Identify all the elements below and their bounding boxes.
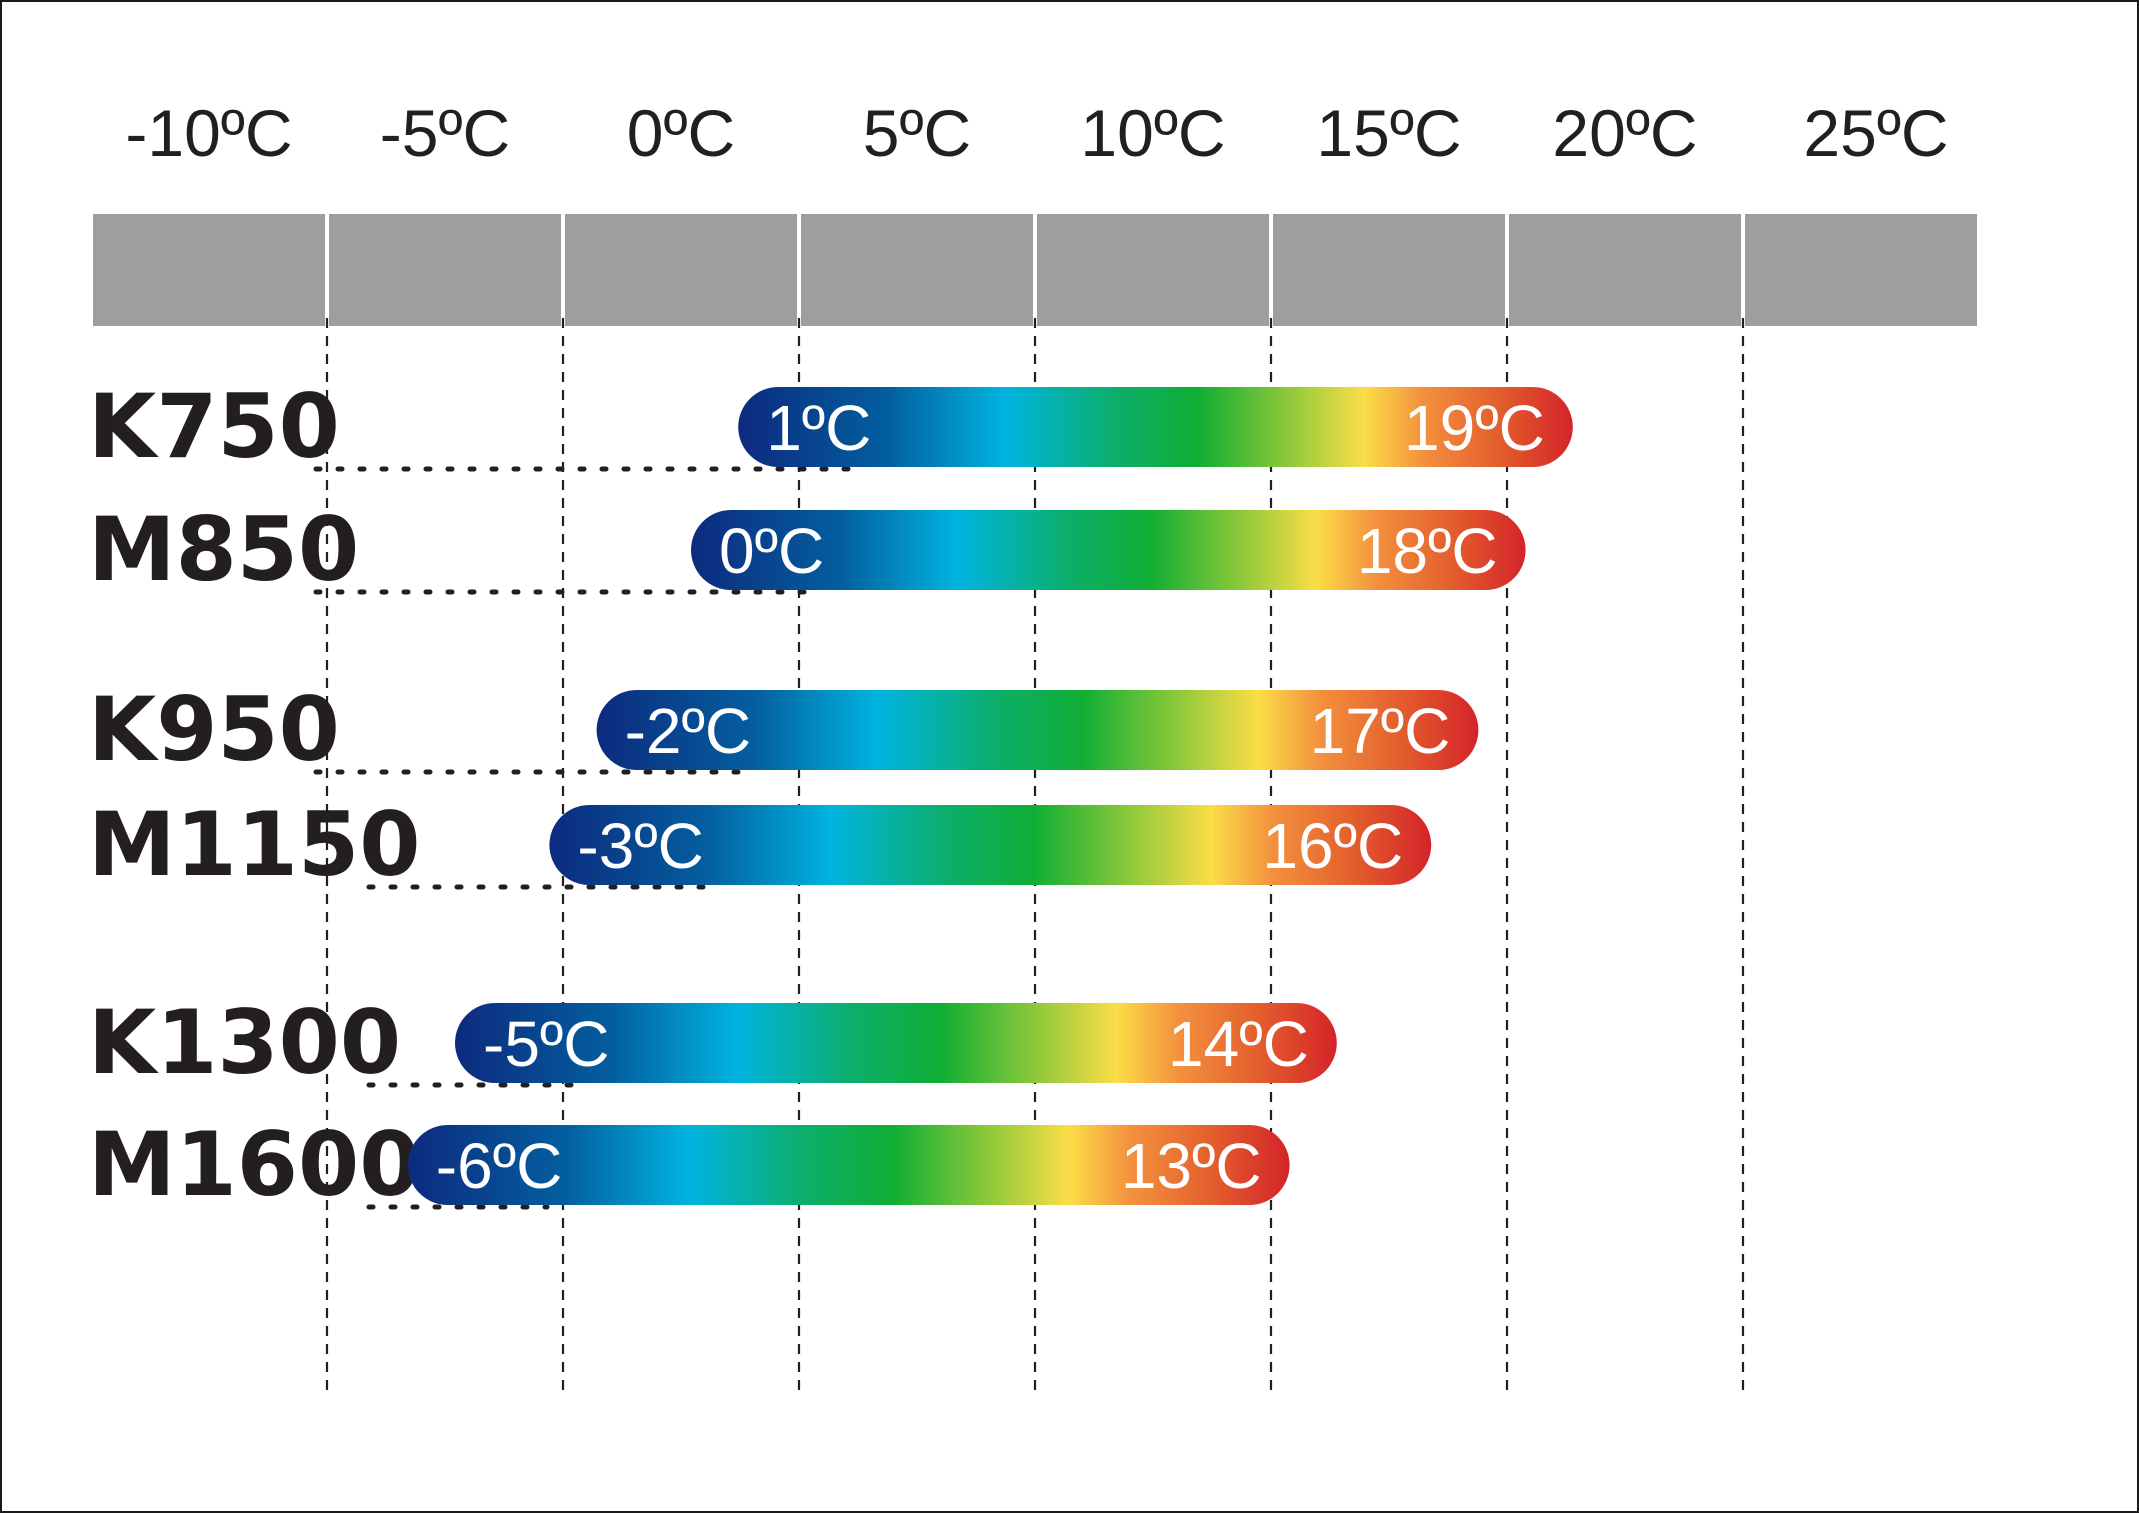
range-row: K750 1ºC 19ºC xyxy=(88,375,1573,478)
tick-label: 10ºC xyxy=(1080,96,1225,170)
range-row: M850 0ºC 18ºC xyxy=(88,498,1526,601)
min-temp-label: 0ºC xyxy=(719,515,824,587)
max-temp-label: 13ºC xyxy=(1121,1130,1262,1202)
range-row: M1600 -6ºC 13ºC xyxy=(88,1113,1290,1216)
tick-labels: -10ºC -5ºC 0ºC 5ºC 10ºC 15ºC 20ºC 25ºC xyxy=(125,96,1948,170)
tick-label: 0ºC xyxy=(627,96,735,170)
range-bar xyxy=(455,1003,1337,1083)
min-temp-label: -5ºC xyxy=(483,1008,610,1080)
model-label: M1150 xyxy=(88,793,421,896)
tick-label: -5ºC xyxy=(380,96,510,170)
model-label: K950 xyxy=(88,678,340,781)
range-row: K1300 -5ºC 14ºC xyxy=(88,991,1337,1094)
max-temp-label: 16ºC xyxy=(1262,810,1403,882)
max-temp-label: 17ºC xyxy=(1310,695,1451,767)
axis-band-cell xyxy=(325,210,565,330)
range-bar xyxy=(407,1125,1290,1205)
axis-band-cell xyxy=(561,210,801,330)
axis-band-cell xyxy=(1505,210,1745,330)
range-bar xyxy=(549,805,1432,885)
axis-band-cell xyxy=(1741,210,1981,330)
max-temp-label: 18ºC xyxy=(1357,515,1498,587)
min-temp-label: -6ºC xyxy=(436,1130,563,1202)
tick-label: 25ºC xyxy=(1803,96,1948,170)
axis-band-cell xyxy=(1033,210,1273,330)
axis-band-cell xyxy=(797,210,1037,330)
axis-band-cell xyxy=(89,210,329,330)
min-temp-label: 1ºC xyxy=(766,392,871,464)
tick-label: 20ºC xyxy=(1552,96,1697,170)
min-temp-label: -2ºC xyxy=(625,695,752,767)
min-temp-label: -3ºC xyxy=(577,810,704,882)
axis-band-cell xyxy=(1269,210,1509,330)
range-bar xyxy=(691,510,1526,590)
tick-label: 5ºC xyxy=(863,96,971,170)
model-label: K750 xyxy=(88,375,340,478)
model-label: M1600 xyxy=(88,1113,421,1216)
tick-label: 15ºC xyxy=(1316,96,1461,170)
range-row: M1150 -3ºC 16ºC xyxy=(88,793,1432,896)
max-temp-label: 19ºC xyxy=(1404,392,1545,464)
range-bar xyxy=(738,387,1573,467)
max-temp-label: 14ºC xyxy=(1168,1008,1309,1080)
model-label: M850 xyxy=(88,498,359,601)
range-row: K950 -2ºC 17ºC xyxy=(88,678,1479,781)
range-bar xyxy=(596,690,1479,770)
model-label: K1300 xyxy=(88,991,401,1094)
tick-label: -10ºC xyxy=(125,96,292,170)
axis-band xyxy=(89,210,1981,330)
